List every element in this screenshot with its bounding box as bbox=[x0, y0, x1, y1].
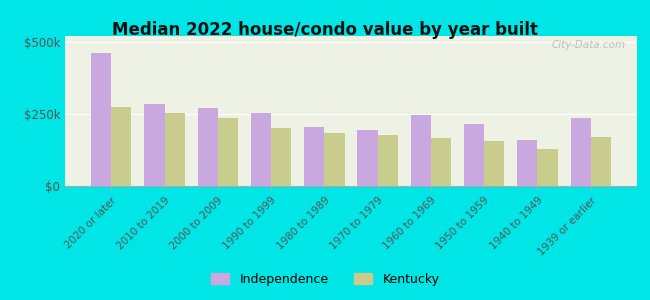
Bar bbox=[164, 113, 185, 186]
Bar bbox=[271, 128, 291, 186]
Bar bbox=[111, 107, 131, 186]
Bar bbox=[538, 148, 558, 186]
Bar bbox=[571, 118, 591, 186]
Bar bbox=[378, 135, 398, 186]
Bar bbox=[358, 130, 378, 186]
Bar bbox=[431, 137, 451, 186]
Bar bbox=[218, 118, 238, 186]
Bar bbox=[517, 140, 538, 186]
Bar bbox=[304, 127, 324, 186]
Bar bbox=[484, 141, 504, 186]
Legend: Independence, Kentucky: Independence, Kentucky bbox=[205, 268, 445, 291]
Bar bbox=[144, 104, 164, 186]
Bar bbox=[198, 108, 218, 186]
Bar bbox=[464, 124, 484, 186]
Bar bbox=[91, 53, 111, 186]
Bar bbox=[411, 115, 431, 186]
Bar bbox=[251, 113, 271, 186]
Bar bbox=[324, 133, 345, 186]
Text: Median 2022 house/condo value by year built: Median 2022 house/condo value by year bu… bbox=[112, 21, 538, 39]
Bar bbox=[591, 137, 611, 186]
Text: City-Data.com: City-Data.com bbox=[551, 40, 625, 50]
